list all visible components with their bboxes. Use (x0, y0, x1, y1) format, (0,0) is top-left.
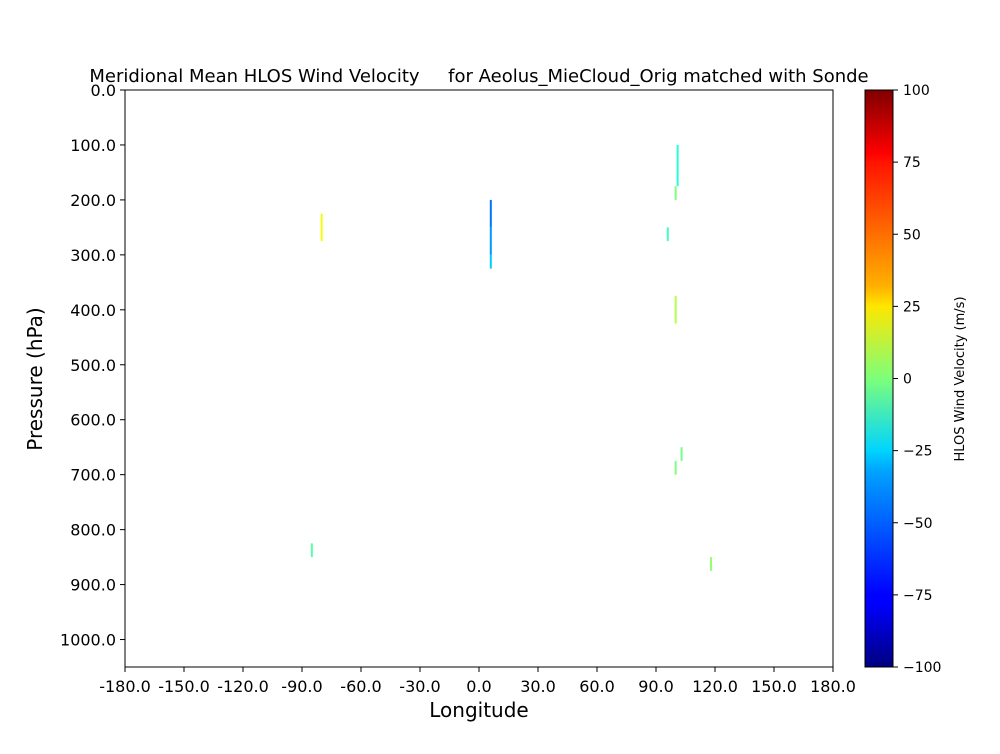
x-tick-label: 180.0 (810, 677, 856, 696)
colorbar-label: HLOS Wind Velocity (m/s) (953, 296, 968, 461)
y-tick-label: 800.0 (70, 521, 116, 540)
data-cell (489, 227, 492, 255)
y-tick-label: 900.0 (70, 576, 116, 595)
y-tick-label: 700.0 (70, 466, 116, 485)
colorbar-tick-label: −50 (903, 516, 933, 532)
colorbar-tick-label: −100 (903, 660, 941, 676)
data-cell (666, 227, 669, 242)
y-tick-label: 100.0 (70, 136, 116, 155)
plot-area (125, 90, 833, 667)
data-cell (680, 447, 683, 461)
y-tick-label: 200.0 (70, 191, 116, 210)
x-tick-label: -120.0 (217, 677, 269, 696)
data-cell (674, 460, 677, 475)
data-cell (320, 213, 323, 242)
colorbar-ticks: 100 75 50 25 0 −25 −50 −75 −100 (893, 83, 941, 676)
colorbar-tick-label: 100 (903, 83, 930, 99)
x-tick-label: 0.0 (466, 677, 491, 696)
data-cells (310, 144, 713, 571)
x-tick-label: 60.0 (579, 677, 615, 696)
y-tick-label: 500.0 (70, 356, 116, 375)
x-axis-label: Longitude (429, 698, 528, 722)
x-axis: -180.0 -150.0 -120.0 -90.0 -60.0 -30.0 0.0 30.0… (99, 667, 856, 696)
data-cell (676, 144, 679, 187)
colorbar-tick-label: 0 (903, 372, 912, 388)
x-tick-label: -60.0 (340, 677, 381, 696)
colorbar-tick-label: −75 (903, 588, 933, 604)
data-cell (674, 296, 677, 324)
colorbar-tick-label: 25 (903, 299, 921, 315)
colorbar-tick-label: 75 (903, 155, 921, 171)
chart-title: Meridional Mean HLOS Wind Velocity for A… (89, 66, 868, 87)
x-tick-label: -30.0 (399, 677, 440, 696)
y-tick-label: 300.0 (70, 246, 116, 265)
y-tick-label: 0.0 (91, 81, 116, 100)
x-tick-label: 150.0 (751, 677, 797, 696)
x-tick-label: 120.0 (692, 677, 738, 696)
x-tick-label: 30.0 (520, 677, 556, 696)
x-tick-label: -90.0 (281, 677, 322, 696)
data-cell (674, 186, 677, 200)
x-tick-label: -150.0 (158, 677, 210, 696)
y-axis: 0.0 100.0 200.0 300.0 400.0 500.0 600.0 700.0 80… (60, 81, 125, 650)
data-cell (310, 543, 313, 558)
data-cell (489, 199, 492, 228)
data-cell (710, 557, 713, 571)
x-tick-label: -180.0 (99, 677, 151, 696)
colorbar-tick-label: −25 (903, 444, 933, 460)
colorbar-tick-label: 50 (903, 227, 921, 243)
y-axis-label: Pressure (hPa) (23, 307, 47, 450)
data-cell (489, 254, 492, 269)
x-tick-label: 90.0 (638, 677, 674, 696)
y-tick-label: 400.0 (70, 301, 116, 320)
colorbar (864, 89, 894, 668)
y-tick-label: 1000.0 (60, 631, 116, 650)
y-tick-label: 600.0 (70, 411, 116, 430)
